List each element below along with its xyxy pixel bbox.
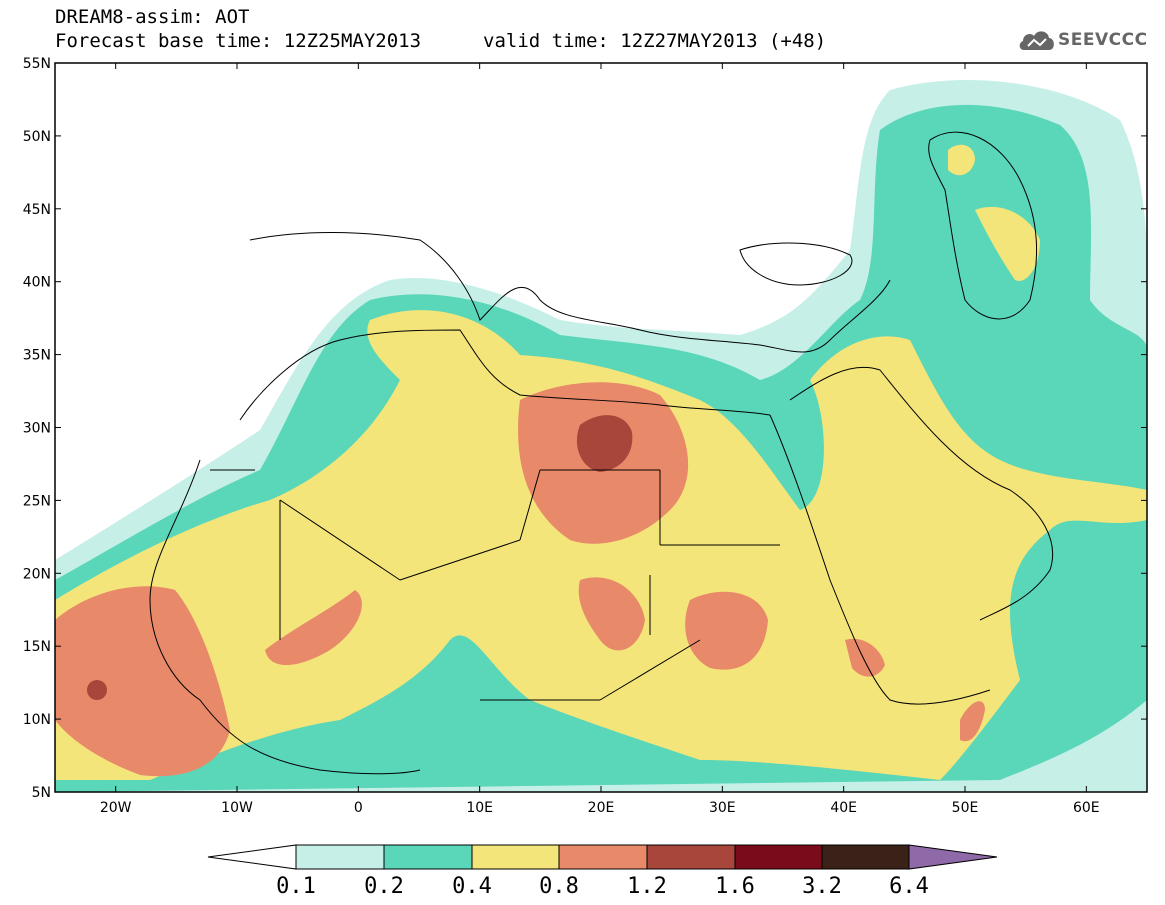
colorbar-bin-5 <box>646 844 736 870</box>
latitude-axis: 55N 50N 45N 40N 35N 30N 25N 20N 15N 10N 5N <box>23 56 1147 801</box>
aot-field <box>55 80 1147 792</box>
lat-tick-label: 5N <box>32 785 51 801</box>
colorbar-over-triangle <box>908 844 998 870</box>
logo-text: SEEVCCC <box>1058 30 1148 50</box>
lat-tick-label: 55N <box>23 56 51 72</box>
colorbar: 0.1 0.2 0.4 0.8 1.2 1.6 3.2 6.4 <box>207 844 998 899</box>
lon-tick-label: 0 <box>354 800 363 816</box>
lon-tick-label: 40E <box>830 800 857 816</box>
colorbar-level-label: 6.4 <box>889 874 929 899</box>
lon-tick-label: 60E <box>1073 800 1100 816</box>
colorbar-bin-4 <box>558 844 648 870</box>
lat-tick-label: 45N <box>23 202 51 218</box>
coastlines <box>149 131 1054 775</box>
coast-north-africa <box>239 329 771 421</box>
lon-tick-label: 10E <box>466 800 493 816</box>
lat-tick-label: 25N <box>23 493 51 509</box>
aot-contour-0.8-mali <box>265 590 362 666</box>
figure-title: DREAM8-assim: AOT <box>55 6 250 28</box>
colorbar-level-label: 0.8 <box>539 874 579 899</box>
lon-tick-label: 30E <box>709 800 736 816</box>
lon-tick-label: 20W <box>100 800 132 816</box>
lat-tick-label: 35N <box>23 348 51 364</box>
colorbar-bin-6 <box>734 844 823 870</box>
lat-tick-label: 50N <box>23 129 51 145</box>
cloud-logo-icon <box>1019 31 1054 50</box>
valid-time: valid time: 12Z27MAY2013 (+48) <box>483 30 827 52</box>
lon-tick-label: 20E <box>588 800 615 816</box>
lon-tick-label: 50E <box>952 800 979 816</box>
aot-contour-0.8-eritrea <box>845 638 885 677</box>
colorbar-bin-3 <box>471 844 560 870</box>
aot-contour-1.2-senegal <box>87 680 107 700</box>
colorbar-bin-1 <box>295 844 385 870</box>
aot-contour-0.8-sudan <box>685 591 768 670</box>
aot-contour-0.8-west <box>55 586 230 777</box>
lat-tick-label: 20N <box>23 566 51 582</box>
forecast-base-time: Forecast base time: 12Z25MAY2013 <box>55 30 422 52</box>
colorbar-level-label: 0.1 <box>276 874 316 899</box>
colorbar-under-triangle <box>207 844 297 870</box>
coast-west-africa <box>149 459 421 775</box>
aot-contour-1.2-libya <box>576 415 633 472</box>
lat-tick-label: 15N <box>23 639 51 655</box>
longitude-axis: 20W 10W 0 10E 20E 30E 40E 50E 60E <box>100 63 1100 816</box>
colorbar-bin-2 <box>383 844 473 870</box>
seevccc-logo: SEEVCCC <box>1018 24 1158 56</box>
coast-caspian <box>928 131 1038 320</box>
aot-contour-0.8-horn <box>960 701 985 742</box>
border-lines <box>210 469 780 701</box>
aot-contour-0.4-caspian-south <box>975 206 1040 281</box>
coast-black-sea <box>739 242 853 286</box>
aot-contour-0.4-caspian <box>948 144 975 176</box>
lat-tick-label: 30N <box>23 421 51 437</box>
coast-arabia <box>789 366 1054 621</box>
coast-europe <box>249 232 891 353</box>
aot-contour-0.8-chad <box>578 577 645 651</box>
colorbar-level-label: 0.4 <box>452 874 492 899</box>
colorbar-level-label: 0.2 <box>364 874 404 899</box>
colorbar-bin-7 <box>821 844 910 870</box>
colorbar-level-label: 3.2 <box>802 874 842 899</box>
lon-tick-label: 10W <box>221 800 253 816</box>
lat-tick-label: 40N <box>23 275 51 291</box>
coast-red-sea <box>769 414 991 705</box>
colorbar-level-label: 1.6 <box>715 874 755 899</box>
colorbar-level-label: 1.2 <box>627 874 667 899</box>
lat-tick-label: 10N <box>23 712 51 728</box>
